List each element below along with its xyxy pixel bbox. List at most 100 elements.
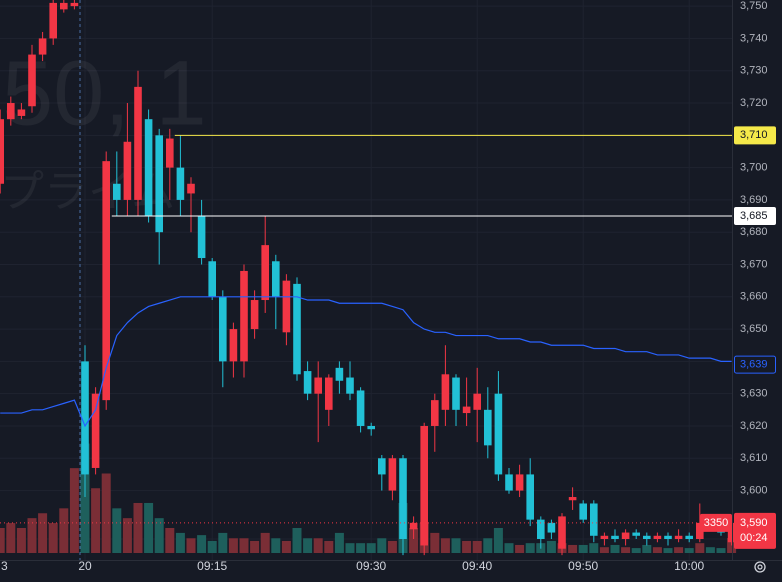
volume-bar (260, 532, 270, 553)
volume-label: 3350 (704, 517, 728, 529)
y-tick-label: 3,610 (740, 452, 768, 464)
volume-bar (493, 527, 503, 553)
y-tick-label: 3,750 (740, 0, 768, 12)
y-tick-label: 3,600 (740, 484, 768, 496)
candle-body (356, 390, 365, 426)
candle-body (113, 183, 121, 200)
volume-bar (207, 540, 217, 553)
candle-body (219, 296, 227, 362)
candle-body (250, 300, 259, 330)
candle-body (526, 474, 534, 520)
settings-gear-core[interactable] (757, 564, 763, 570)
volume-bar (663, 548, 673, 553)
volume-bar (154, 518, 164, 553)
y-tick-label: 3,680 (740, 226, 768, 238)
candle-body (28, 54, 36, 107)
volume-bar (6, 523, 16, 553)
x-tick-label: 10:00 (674, 559, 704, 573)
candle-body (155, 135, 163, 233)
volume-bar (38, 513, 48, 553)
volume-bar (631, 548, 641, 553)
candle-body (261, 245, 269, 301)
price-label: 3,710 (740, 129, 768, 141)
volume-bar (197, 535, 207, 553)
volume-bar (366, 543, 376, 553)
countdown-label: 00:24 (740, 532, 768, 544)
settings-gear[interactable] (754, 561, 766, 573)
candle-body (378, 458, 386, 475)
line-layer (0, 134, 732, 524)
candle-body (7, 103, 15, 120)
candle-body (568, 497, 577, 501)
y-tick-label: 3,630 (740, 388, 768, 400)
candle-body (325, 377, 333, 410)
volume-bar (186, 538, 196, 553)
volume-bar (228, 538, 238, 553)
settings-icon[interactable] (754, 561, 766, 573)
volume-bar (80, 443, 90, 553)
candle-body (515, 474, 524, 491)
volume-bar (462, 540, 472, 553)
volume-bar (356, 543, 366, 553)
candle-body (134, 86, 142, 200)
volume-bar (483, 538, 493, 553)
corner-label: 3 (1, 559, 8, 573)
candle-body (303, 371, 312, 394)
candle-body (579, 503, 587, 520)
volume-bar (674, 547, 684, 553)
candle-body (272, 261, 280, 297)
candle-body (49, 2, 57, 39)
moving-average (0, 296, 732, 428)
volume-bar (345, 543, 355, 553)
volume-bar (313, 538, 323, 553)
volume-bar (122, 518, 132, 553)
candle-body (123, 141, 132, 200)
candle-layer (0, 0, 736, 556)
candle-body (621, 532, 630, 540)
axis-layer: 3,750 3,740 3,730 3,720 3,710 3,700 3,690 3,680… (78, 0, 776, 573)
candle-body (462, 406, 471, 414)
volume-bar (271, 538, 281, 553)
candle-body (505, 474, 513, 491)
candle-body (537, 519, 545, 540)
volume-bar (91, 488, 101, 553)
volume-bar (175, 532, 185, 553)
candle-body (696, 522, 704, 540)
volume-bar (387, 540, 397, 553)
volume-bar (727, 538, 737, 553)
volume-bar (589, 543, 599, 553)
candle-body (335, 367, 344, 381)
y-tick-label: 3,660 (740, 291, 768, 303)
volume-bar (292, 527, 302, 553)
candle-body (81, 361, 89, 475)
y-tick-label: 3,670 (740, 258, 768, 270)
volume-bar (430, 532, 440, 553)
candle-body (367, 425, 375, 430)
candle-body (452, 377, 460, 410)
candle-body (197, 216, 206, 259)
volume-bar (27, 518, 37, 553)
volume-bar (440, 538, 450, 553)
volume-bar (165, 527, 175, 553)
candle-body (38, 38, 47, 55)
candle-body (473, 393, 481, 410)
candle-body (547, 522, 556, 533)
candle-body (70, 2, 79, 7)
x-tick-label: 09:15 (197, 559, 227, 573)
volume-bar (69, 468, 79, 553)
candle-body (282, 280, 291, 333)
volume-bar (695, 543, 705, 553)
grid (0, 0, 732, 560)
candle-body (314, 377, 322, 394)
candle-body (441, 374, 450, 410)
volume-bar (451, 538, 461, 553)
y-tick-label: 3,690 (740, 194, 768, 206)
volume-bar (504, 543, 514, 553)
volume-bar (218, 532, 228, 553)
volume-bar (546, 540, 556, 553)
volume-bar (716, 548, 726, 553)
volume-label-box (700, 513, 732, 532)
ma-label: 3,639 (740, 359, 768, 371)
y-tick-label: 3,650 (740, 323, 768, 335)
